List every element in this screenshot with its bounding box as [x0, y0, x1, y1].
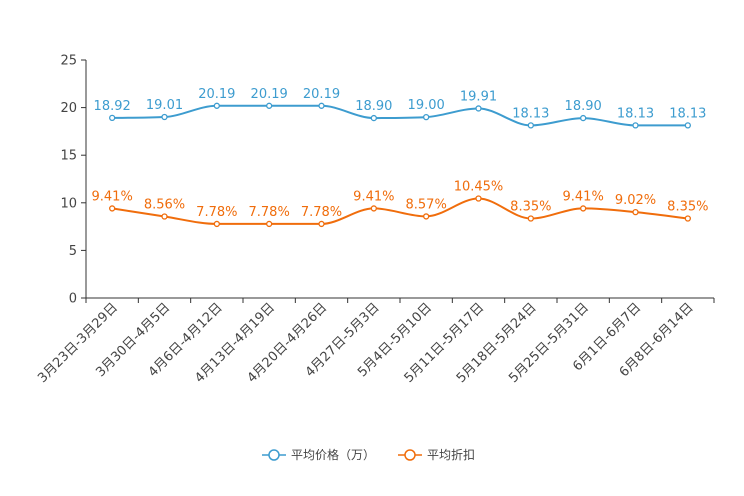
data-point: [161, 113, 168, 121]
data-label: 9.41%: [353, 189, 394, 204]
data-point: [370, 205, 377, 212]
data-label: 18.13: [617, 106, 654, 121]
data-label: 19.91: [460, 89, 497, 104]
data-label: 18.13: [512, 106, 549, 121]
legend-item-1[interactable]: 平均价格（万）: [262, 447, 375, 462]
legend-marker: [268, 449, 280, 461]
data-point: [109, 114, 116, 122]
data-label: 18.13: [669, 106, 706, 121]
data-label: 10.45%: [454, 180, 504, 195]
data-label: 20.19: [303, 87, 340, 102]
data-label: 9.02%: [615, 193, 656, 208]
data-label: 18.92: [94, 99, 131, 114]
data-label: 19.01: [146, 98, 183, 113]
legend-item-2[interactable]: 平均折扣: [398, 447, 475, 462]
data-point: [580, 114, 587, 122]
data-point: [475, 105, 482, 112]
data-point: [213, 220, 220, 228]
data-label: 7.78%: [249, 205, 290, 220]
series-line: [112, 104, 688, 127]
series-1: 18.92 19.01 20.19 20.19 20.19 18.90 19.00 19.91…: [94, 87, 706, 129]
series-line: [112, 197, 688, 225]
chart-legend[interactable]: 平均价格（万） 平均折扣: [262, 447, 475, 462]
data-point: [527, 215, 534, 222]
legend-marker: [404, 449, 416, 461]
y-tick-label: 10: [60, 196, 77, 211]
data-point: [109, 205, 116, 212]
data-label: 19.00: [408, 98, 445, 113]
data-label: 20.19: [251, 87, 288, 102]
data-point: [632, 122, 639, 129]
data-point: [266, 102, 273, 109]
data-label: 8.35%: [510, 200, 551, 215]
data-label: 7.78%: [301, 205, 342, 220]
data-label: 8.56%: [144, 198, 185, 213]
data-label: 7.78%: [196, 205, 237, 220]
data-label: 9.41%: [563, 189, 604, 204]
legend-label: 平均价格（万）: [291, 447, 375, 462]
y-tick-label: 5: [69, 244, 77, 259]
data-point: [684, 122, 691, 129]
y-tick-label: 0: [69, 292, 77, 307]
data-label: 9.41%: [92, 189, 133, 204]
data-label: 8.57%: [406, 197, 447, 212]
y-tick-label: 25: [60, 54, 77, 69]
data-point: [318, 220, 325, 228]
data-label: 18.90: [355, 99, 392, 114]
data-label: 8.35%: [667, 200, 708, 215]
y-tick-label: 15: [60, 149, 77, 164]
data-point: [580, 205, 587, 212]
y-tick-label: 20: [60, 101, 77, 116]
data-point: [423, 113, 430, 121]
data-point: [161, 213, 168, 220]
data-point: [684, 215, 691, 222]
data-point: [370, 114, 377, 122]
data-point: [213, 102, 220, 109]
data-label: 20.19: [198, 87, 235, 102]
legend-label: 平均折扣: [427, 447, 475, 462]
data-point: [475, 195, 482, 202]
data-point: [527, 122, 534, 129]
data-point: [318, 102, 325, 109]
data-point: [423, 213, 430, 220]
data-point: [632, 208, 639, 216]
chart-series: 18.92 19.01 20.19 20.19 20.19 18.90 19.00 19.91…: [92, 87, 708, 228]
data-point: [266, 220, 273, 228]
series-2: 9.41% 8.56% 7.78% 7.78% 7.78% 9.41% 8.57% 10.45…: [92, 180, 708, 228]
data-label: 18.90: [565, 99, 602, 114]
